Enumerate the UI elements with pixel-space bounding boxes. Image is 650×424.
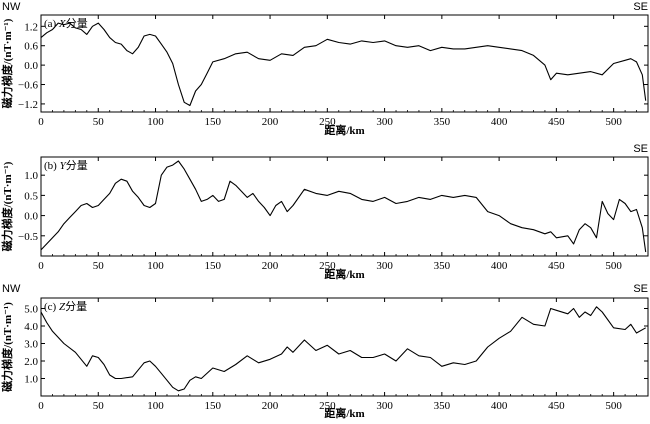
y-tick-label: 0.6 bbox=[24, 41, 38, 53]
plot-frame bbox=[40, 156, 649, 257]
x-tick-label: 250 bbox=[319, 260, 336, 272]
panel-label-suffix: 分量 bbox=[66, 17, 88, 30]
series-line bbox=[40, 160, 647, 253]
x-tick-label: 400 bbox=[491, 260, 508, 272]
y-tick-label: −0.5 bbox=[18, 231, 38, 243]
x-tick-label: 250 bbox=[319, 116, 336, 128]
x-axis-title: 距离/km bbox=[324, 123, 364, 137]
x-tick-label: 450 bbox=[548, 116, 565, 128]
y-tick-label: −0.6 bbox=[18, 80, 38, 92]
direction-label-right: SE bbox=[633, 1, 648, 13]
y-axis-title: 磁力梯度/(nT·m⁻¹) bbox=[0, 18, 14, 108]
x-tick-label: 200 bbox=[262, 260, 279, 272]
x-tick-label: 350 bbox=[434, 400, 451, 412]
panel-label: (a) X分量 bbox=[44, 17, 88, 30]
x-tick-label: 500 bbox=[605, 400, 622, 412]
x-tick-label: 50 bbox=[93, 260, 105, 272]
x-tick-label: 300 bbox=[376, 260, 393, 272]
panel-label-suffix: 分量 bbox=[65, 300, 87, 313]
panel-label: (c) Z分量 bbox=[44, 300, 87, 313]
x-tick-label: 50 bbox=[93, 400, 105, 412]
x-tick-label: 100 bbox=[147, 116, 164, 128]
panel-label-component: Z bbox=[59, 301, 66, 313]
x-tick-label: 150 bbox=[205, 116, 222, 128]
x-tick-label: 500 bbox=[605, 116, 622, 128]
y-tick-label: 0.5 bbox=[24, 190, 38, 202]
y-tick-label: 4.0 bbox=[24, 321, 38, 333]
y-tick-label: 2.0 bbox=[24, 356, 38, 368]
panel-label-suffix: 分量 bbox=[66, 159, 88, 172]
x-tick-label: 0 bbox=[38, 260, 44, 272]
series-line bbox=[40, 306, 646, 392]
y-tick-label: −1.2 bbox=[18, 99, 38, 111]
x-tick-label: 250 bbox=[319, 400, 336, 412]
x-tick-label: 150 bbox=[205, 260, 222, 272]
x-tick-label: 400 bbox=[491, 400, 508, 412]
panel-label-prefix: (b) bbox=[44, 160, 60, 172]
direction-label-right: SE bbox=[633, 143, 648, 155]
x-tick-label: 150 bbox=[205, 400, 222, 412]
panel-label-component: X bbox=[58, 18, 67, 30]
x-tick-label: 500 bbox=[605, 260, 622, 272]
panel-label: (b) Y分量 bbox=[44, 159, 88, 172]
y-tick-label: 3.0 bbox=[24, 339, 38, 351]
x-tick-label: 0 bbox=[38, 400, 44, 412]
x-axis-title: 距离/km bbox=[324, 406, 364, 420]
panel-label-component: Y bbox=[60, 160, 68, 172]
x-tick-label: 350 bbox=[434, 116, 451, 128]
x-tick-label: 450 bbox=[548, 260, 565, 272]
x-tick-label: 50 bbox=[93, 116, 105, 128]
x-tick-label: 400 bbox=[491, 116, 508, 128]
x-tick-label: 350 bbox=[434, 260, 451, 272]
x-tick-label: 0 bbox=[38, 116, 44, 128]
direction-label-left: NW bbox=[2, 1, 21, 13]
panel-label-prefix: (c) bbox=[44, 301, 59, 313]
direction-label-left: NW bbox=[2, 283, 21, 295]
panel-label-prefix: (a) bbox=[44, 18, 59, 30]
plot-frame bbox=[40, 297, 649, 397]
y-axis-title: 磁力梯度/(nT·m⁻¹) bbox=[0, 302, 14, 392]
y-tick-label: 0.0 bbox=[24, 60, 38, 72]
x-axis-title: 距离/km bbox=[324, 267, 364, 281]
y-tick-label: 0.0 bbox=[24, 211, 38, 223]
x-tick-label: 200 bbox=[262, 400, 279, 412]
y-tick-label: 1.2 bbox=[24, 21, 38, 33]
x-tick-label: 100 bbox=[147, 260, 164, 272]
x-tick-label: 100 bbox=[147, 400, 164, 412]
chart-panel-1: 0 50 100 150 200 250 300 350 400 450 500 −1.2 −0.6 0.… bbox=[0, 1, 649, 137]
x-tick-label: 200 bbox=[262, 116, 279, 128]
x-tick-label: 300 bbox=[376, 116, 393, 128]
direction-label-right: SE bbox=[633, 283, 648, 295]
y-axis-title: 磁力梯度/(nT·m⁻¹) bbox=[0, 161, 14, 251]
x-tick-label: 300 bbox=[376, 400, 393, 412]
y-tick-label: 1.0 bbox=[24, 170, 38, 182]
series-line bbox=[40, 22, 647, 107]
chart-panel-3: 0 50 100 150 200 250 300 350 400 450 500 1.0 2.0 3.0 4… bbox=[0, 283, 649, 420]
y-tick-label: 1.0 bbox=[24, 374, 38, 386]
plot-frame bbox=[40, 14, 649, 113]
chart-panel-2: 0 50 100 150 200 250 300 350 400 450 500 −0.5 0.0 0.5… bbox=[0, 143, 649, 281]
x-tick-label: 450 bbox=[548, 400, 565, 412]
y-tick-label: 5.0 bbox=[24, 304, 38, 316]
